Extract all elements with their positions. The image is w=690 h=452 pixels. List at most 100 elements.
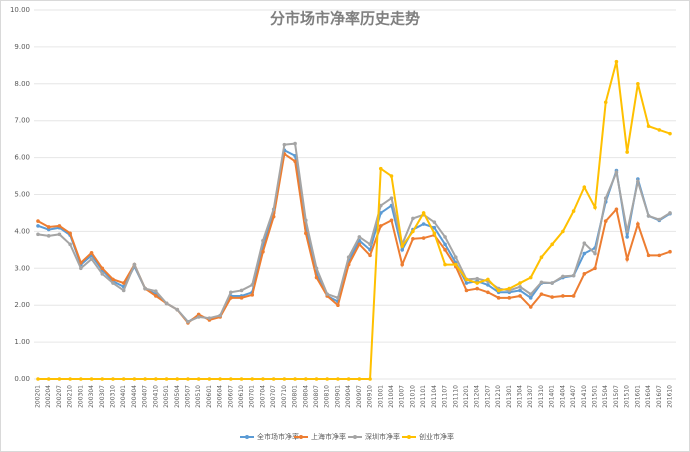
point (421, 222, 426, 226)
point (582, 251, 587, 256)
point (261, 238, 265, 243)
point (539, 292, 544, 296)
x-tick-label: 201301 (506, 385, 513, 408)
y-tick-label: 7.00 (14, 117, 30, 125)
point (68, 377, 72, 381)
point (539, 280, 544, 285)
y-tick-label: 2.00 (14, 301, 30, 309)
point (57, 377, 62, 381)
x-tick-label: 201107 (442, 385, 449, 408)
point (325, 377, 330, 381)
point (421, 211, 426, 215)
point (293, 377, 297, 381)
point (646, 253, 651, 258)
point (518, 284, 522, 289)
legend-marker (407, 435, 411, 439)
point (603, 196, 608, 200)
point (528, 292, 533, 296)
point (400, 244, 405, 248)
x-tick-label: 201207 (484, 385, 491, 408)
point (378, 224, 383, 228)
point (518, 288, 522, 293)
point (625, 150, 629, 154)
point (593, 251, 597, 256)
point (582, 185, 587, 189)
point (464, 281, 469, 285)
point (303, 231, 308, 236)
point (582, 241, 587, 246)
point (614, 207, 619, 212)
y-tick-label: 6.00 (14, 154, 30, 162)
point (79, 266, 83, 271)
point (668, 131, 672, 136)
point (496, 296, 501, 300)
x-tick-label: 200801 (292, 385, 299, 408)
point (36, 377, 40, 381)
point (79, 260, 83, 265)
point (154, 294, 158, 298)
point (400, 248, 405, 252)
legend-label: 全市场市净率 (257, 432, 299, 441)
point (389, 218, 394, 223)
x-tick-label: 200410 (152, 385, 159, 408)
point (603, 100, 608, 105)
x-tick-label: 200401 (120, 385, 127, 408)
point (561, 229, 565, 234)
point (614, 170, 619, 175)
point (603, 219, 608, 223)
x-tick-label: 201104 (431, 385, 438, 408)
y-tick-label: 1.00 (14, 338, 30, 346)
point (378, 166, 383, 171)
point (389, 174, 394, 178)
x-tick-label: 200501 (163, 385, 170, 408)
x-tick-label: 201110 (452, 385, 459, 408)
point (389, 196, 394, 200)
point (218, 313, 222, 318)
point (111, 281, 115, 285)
x-tick-label: 201504 (602, 385, 609, 408)
point (368, 253, 372, 258)
point (646, 214, 651, 218)
x-tick-label: 200701 (249, 385, 256, 408)
x-tick-label: 200610 (238, 385, 245, 408)
point (453, 262, 458, 267)
point (432, 220, 437, 224)
x-tick-label: 201501 (592, 385, 599, 408)
x-tick-label: 201210 (495, 385, 502, 408)
x-tick-label: 200807 (313, 385, 320, 408)
point (421, 236, 426, 240)
x-tick-label: 201204 (474, 385, 481, 408)
point (625, 229, 629, 234)
x-tick-label: 201507 (613, 385, 620, 408)
y-tick-label: 8.00 (14, 80, 30, 88)
point (271, 214, 276, 219)
point (657, 128, 662, 132)
point (314, 377, 319, 381)
x-tick-label: 200704 (259, 385, 266, 408)
point (475, 281, 479, 285)
legend-marker (299, 435, 303, 439)
point (625, 257, 629, 261)
point (164, 377, 169, 381)
point (36, 219, 40, 223)
point (539, 255, 544, 260)
point (368, 377, 372, 381)
point (668, 249, 672, 254)
point (100, 377, 105, 381)
x-tick-label: 200310 (109, 385, 116, 408)
point (132, 262, 137, 267)
point (518, 281, 522, 285)
x-tick-label: 201004 (388, 385, 395, 408)
point (411, 216, 415, 221)
point (432, 231, 437, 236)
legend-marker (245, 435, 249, 439)
point (293, 141, 297, 146)
point (486, 283, 490, 287)
point (250, 293, 255, 297)
x-tick-label: 200404 (131, 385, 138, 408)
chart-title: 分市场市净率历史走势 (270, 10, 420, 28)
point (507, 296, 512, 300)
x-tick-label: 201307 (527, 385, 534, 408)
x-tick-label: 200507 (184, 385, 191, 408)
